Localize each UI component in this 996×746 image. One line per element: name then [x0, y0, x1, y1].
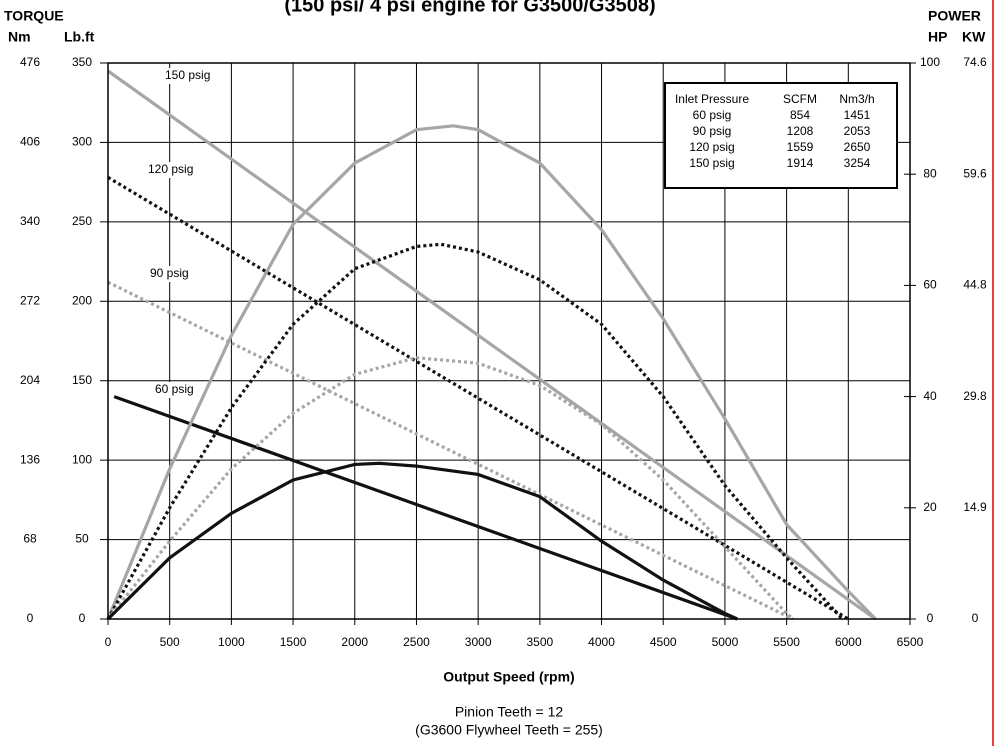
- lbft-unit: Lb.ft: [64, 29, 95, 45]
- nm-tick-label: 0: [27, 611, 34, 625]
- kw-tick-label: 14.9: [963, 500, 987, 514]
- x-axis-label: Output Speed (rpm): [443, 669, 574, 685]
- data-line: [106, 356, 794, 621]
- left-header: TORQUE: [4, 8, 64, 24]
- x-tick-label: 1000: [218, 635, 245, 649]
- nm-tick-label: 340: [20, 214, 40, 228]
- y2-tick-label: 20: [923, 500, 937, 514]
- nm-tick-label: 136: [20, 452, 40, 466]
- y-tick-label: 300: [72, 135, 92, 149]
- x-tick-label: 0: [105, 635, 112, 649]
- table-box: [664, 82, 898, 189]
- table-header: SCFM: [783, 92, 817, 106]
- table-cell: 1208: [787, 124, 814, 138]
- nm-tick-label: 272: [20, 293, 40, 307]
- nm-tick-label: 204: [20, 373, 40, 387]
- chart-title: (150 psi/ 4 psi engine for G3500/G3508): [284, 0, 655, 16]
- x-tick-label: 2000: [341, 635, 368, 649]
- kw-tick-label: 44.8: [963, 278, 987, 292]
- label-bg: [151, 382, 213, 398]
- table-cell: 1559: [787, 140, 814, 154]
- label-bg: [144, 162, 206, 178]
- data-line: [106, 461, 738, 621]
- table-cell: 2053: [844, 124, 871, 138]
- y2-tick-label: 40: [923, 389, 937, 403]
- y2-tick-label: 0: [927, 611, 934, 625]
- nm-unit: Nm: [8, 29, 31, 45]
- nm-tick-label: 406: [20, 135, 40, 149]
- y-tick-label: 0: [79, 611, 86, 625]
- table-header: Nm3/h: [839, 92, 874, 106]
- kw-tick-label: 29.8: [963, 389, 987, 403]
- label-bg: [161, 68, 223, 84]
- x-tick-label: 6500: [897, 635, 924, 649]
- data-line: [106, 124, 877, 621]
- label-bg: [146, 266, 208, 282]
- x-tick-label: 1500: [280, 635, 307, 649]
- series-label: 90 psig: [150, 266, 189, 280]
- nm-tick-label: 68: [23, 532, 37, 546]
- data-line: [107, 69, 877, 621]
- table-cell: 2650: [844, 140, 871, 154]
- x-tick-label: 500: [160, 635, 180, 649]
- y-tick-label: 50: [75, 532, 89, 546]
- kw-tick-label: 74.6: [963, 55, 987, 69]
- right-header: POWER: [928, 8, 981, 24]
- y-tick-label: 150: [72, 373, 92, 387]
- table-cell: 150 psig: [689, 156, 734, 170]
- table-cell: 854: [790, 108, 810, 122]
- y-tick-label: 100: [72, 452, 92, 466]
- axis-frame: [107, 62, 911, 620]
- x-tick-label: 4000: [588, 635, 615, 649]
- x-tick-label: 2500: [403, 635, 430, 649]
- x-tick-label: 3000: [465, 635, 492, 649]
- table-cell: 90 psig: [693, 124, 732, 138]
- data-line: [107, 280, 794, 621]
- kw-unit: KW: [962, 29, 986, 45]
- table-cell: 3254: [844, 156, 871, 170]
- series-label: 60 psig: [155, 382, 194, 396]
- series-label: 120 psig: [148, 162, 193, 176]
- data-line: [113, 395, 738, 621]
- table-cell: 120 psig: [689, 140, 734, 154]
- y-tick-label: 200: [72, 293, 92, 307]
- note: (G3600 Flywheel Teeth = 255): [415, 722, 603, 738]
- kw-tick-label: 0: [972, 611, 979, 625]
- y2-tick-label: 60: [923, 278, 937, 292]
- data-line: [106, 242, 844, 621]
- x-tick-label: 5000: [712, 635, 739, 649]
- x-tick-label: 6000: [835, 635, 862, 649]
- x-tick-label: 4500: [650, 635, 677, 649]
- note: Pinion Teeth = 12: [455, 704, 564, 720]
- kw-tick-label: 59.6: [963, 166, 987, 180]
- hp-unit: HP: [928, 29, 947, 45]
- y2-tick-label: 100: [920, 55, 940, 69]
- table-cell: 1914: [787, 156, 814, 170]
- x-tick-label: 3500: [526, 635, 553, 649]
- y2-tick-label: 80: [923, 166, 937, 180]
- nm-tick-label: 476: [20, 55, 40, 69]
- series-label: 150 psig: [165, 68, 210, 82]
- x-tick-label: 5500: [773, 635, 800, 649]
- y-tick-label: 250: [72, 214, 92, 228]
- table-cell: 1451: [844, 108, 871, 122]
- table-header: Inlet Pressure: [675, 92, 749, 106]
- y-tick-label: 350: [72, 55, 92, 69]
- table-cell: 60 psig: [693, 108, 732, 122]
